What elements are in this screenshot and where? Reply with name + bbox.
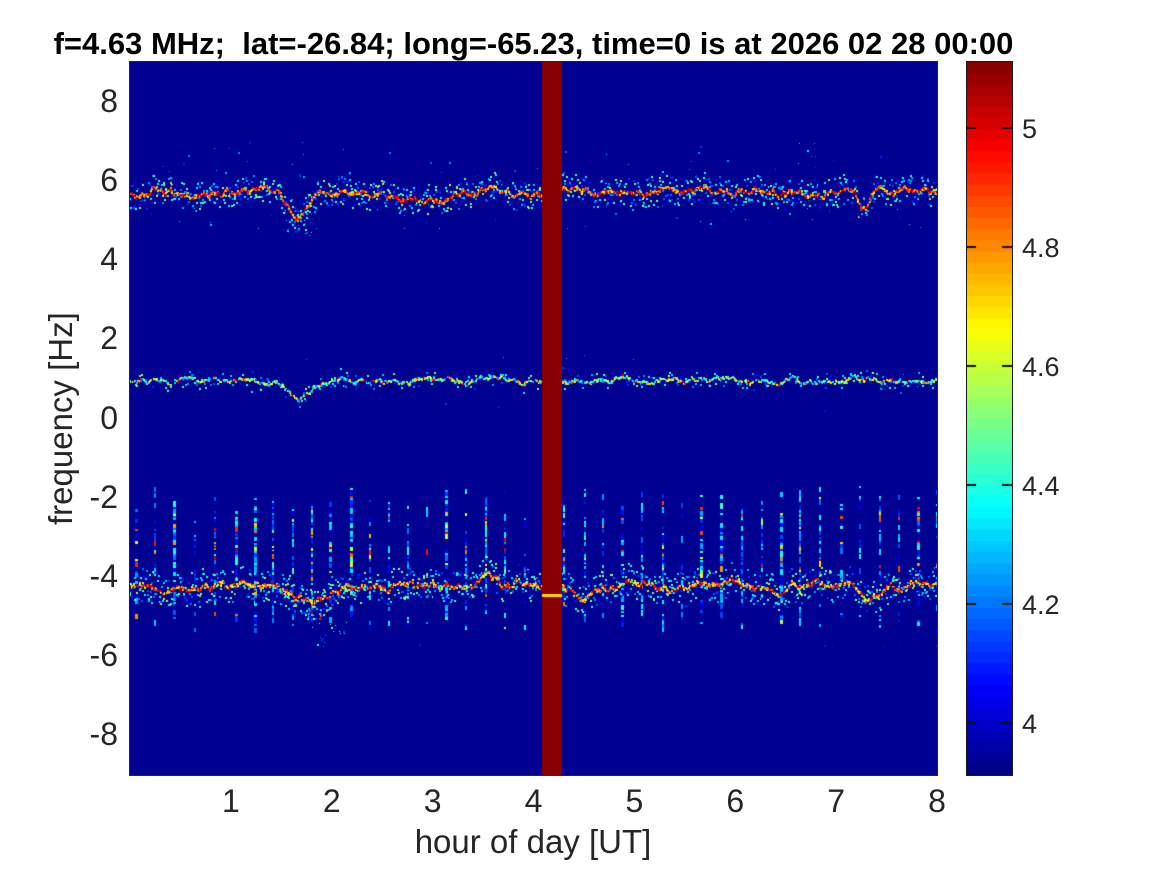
- x-tick-label: 6: [726, 783, 745, 819]
- x-tick-label: 2: [322, 783, 341, 819]
- x-tick-label: 7: [827, 783, 846, 819]
- y-tick-label: 6: [100, 161, 118, 198]
- x-tick-label: 5: [625, 783, 644, 819]
- y-tick-label: -4: [89, 557, 118, 594]
- y-tick-label: 0: [100, 399, 118, 436]
- y-tick-label: 2: [100, 320, 118, 357]
- colorbar-tick-label: 5: [1022, 114, 1038, 145]
- x-tick-label: 8: [928, 783, 946, 819]
- colorbar-tick-label: 4.8: [1022, 233, 1060, 264]
- spectrogram-canvas: [129, 61, 938, 776]
- y-tick-label: -8: [89, 716, 118, 753]
- x-tick-label: 1: [221, 783, 240, 819]
- x-tick-label: 4: [524, 783, 543, 819]
- colorbar-tick-label: 4.2: [1022, 589, 1060, 620]
- chart-title: f=4.63 MHz; lat=-26.84; long=-65.23, tim…: [53, 26, 1014, 61]
- colorbar-tick-label: 4.4: [1022, 470, 1060, 501]
- x-axis-label: hour of day [UT]: [414, 823, 652, 860]
- y-tick-label: -2: [89, 478, 118, 515]
- y-tick-label: -6: [89, 637, 118, 674]
- colorbar-canvas: [966, 61, 1013, 776]
- y-tick-label: 8: [100, 82, 118, 119]
- y-tick-label: 4: [100, 241, 118, 278]
- colorbar-tick-label: 4.6: [1022, 352, 1060, 383]
- x-tick-label: 3: [423, 783, 442, 819]
- colorbar-tick-label: 4: [1022, 708, 1038, 739]
